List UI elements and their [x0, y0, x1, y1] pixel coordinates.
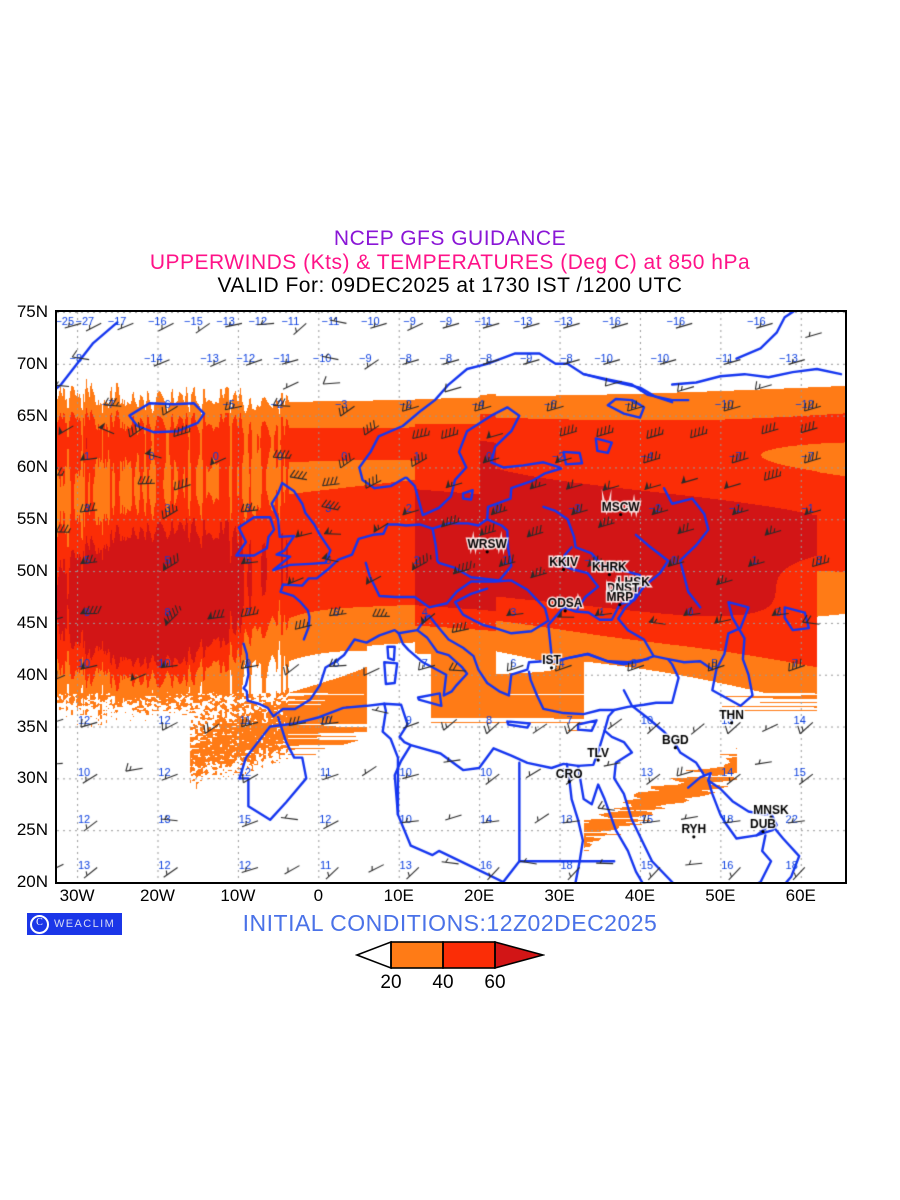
colorbar-tick-labels: 20 40 60 — [335, 972, 565, 996]
y-tick-55N: 55N — [16, 509, 48, 529]
x-tick-10E: 10E — [383, 886, 414, 905]
y-tick-65N: 65N — [16, 405, 48, 425]
valid-time-label: VALID For: 09DEC2025 at 1730 IST /1200 U… — [217, 274, 683, 298]
x-tick-20E: 20E — [464, 886, 495, 905]
colorbar-segment-over60 — [495, 942, 543, 968]
colorbar-label-40: 40 — [432, 972, 454, 993]
y-tick-75N: 75N — [16, 302, 48, 321]
x-tick-40E: 40E — [624, 886, 656, 905]
x-tick-30E: 30E — [544, 886, 575, 905]
y-tick-20N: 20N — [16, 872, 48, 891]
y-tick-70N: 70N — [16, 353, 48, 373]
page-title: NCEP GFS GUIDANCE — [333, 227, 567, 250]
x-tick-20W: 20W — [140, 886, 175, 905]
colorbar-label-20: 20 — [380, 972, 402, 993]
colorbar-svg — [354, 940, 547, 970]
y-tick-30N: 30N — [16, 768, 48, 788]
y-axis-labels: 20N 25N 30N 35N 40N 45N 50N 55N 60N 65N 70N 75N — [0, 302, 52, 891]
x-tick-10W: 10W — [220, 886, 256, 905]
weaclim-logo-badge[interactable]: C WEACLIM — [27, 913, 123, 935]
colorbar-label-60: 60 — [484, 972, 506, 993]
y-tick-50N: 50N — [16, 561, 48, 581]
initial-conditions-label: INITIAL CONDITIONS:12Z02DEC2025 — [242, 910, 658, 936]
colorbar-swatches[interactable] — [354, 940, 547, 970]
copyright-icon: C — [30, 914, 49, 934]
y-tick-40N: 40N — [16, 664, 48, 684]
colorbar-segment-40-60 — [443, 942, 495, 968]
x-tick-50E: 50E — [705, 886, 736, 905]
colorbar-segment-under20 — [357, 942, 391, 968]
y-tick-60N: 60N — [16, 457, 48, 477]
y-tick-35N: 35N — [16, 716, 48, 736]
map-plot-area[interactable] — [55, 310, 847, 884]
chart-title-block: NCEP GFS GUIDANCE UPPERWINDS (Kts) & TEM… — [0, 227, 900, 298]
x-tick-0: 0 — [313, 886, 324, 905]
weather-map-canvas — [57, 312, 845, 882]
chart-subtitle: UPPERWINDS (Kts) & TEMPERATURES (Deg C) … — [149, 250, 751, 274]
weaclim-logo-text: WEACLIM — [54, 918, 116, 930]
y-tick-25N: 25N — [16, 820, 48, 840]
x-tick-60E: 60E — [785, 886, 816, 905]
colorbar-legend: 20 40 60 — [0, 940, 900, 996]
x-tick-30W: 30W — [59, 886, 95, 905]
y-tick-45N: 45N — [16, 612, 48, 632]
colorbar-segment-20-40 — [391, 942, 443, 968]
x-axis-labels: 30W 20W 10W 0 10E 20E 30E 40E 50E 60E — [55, 886, 847, 912]
